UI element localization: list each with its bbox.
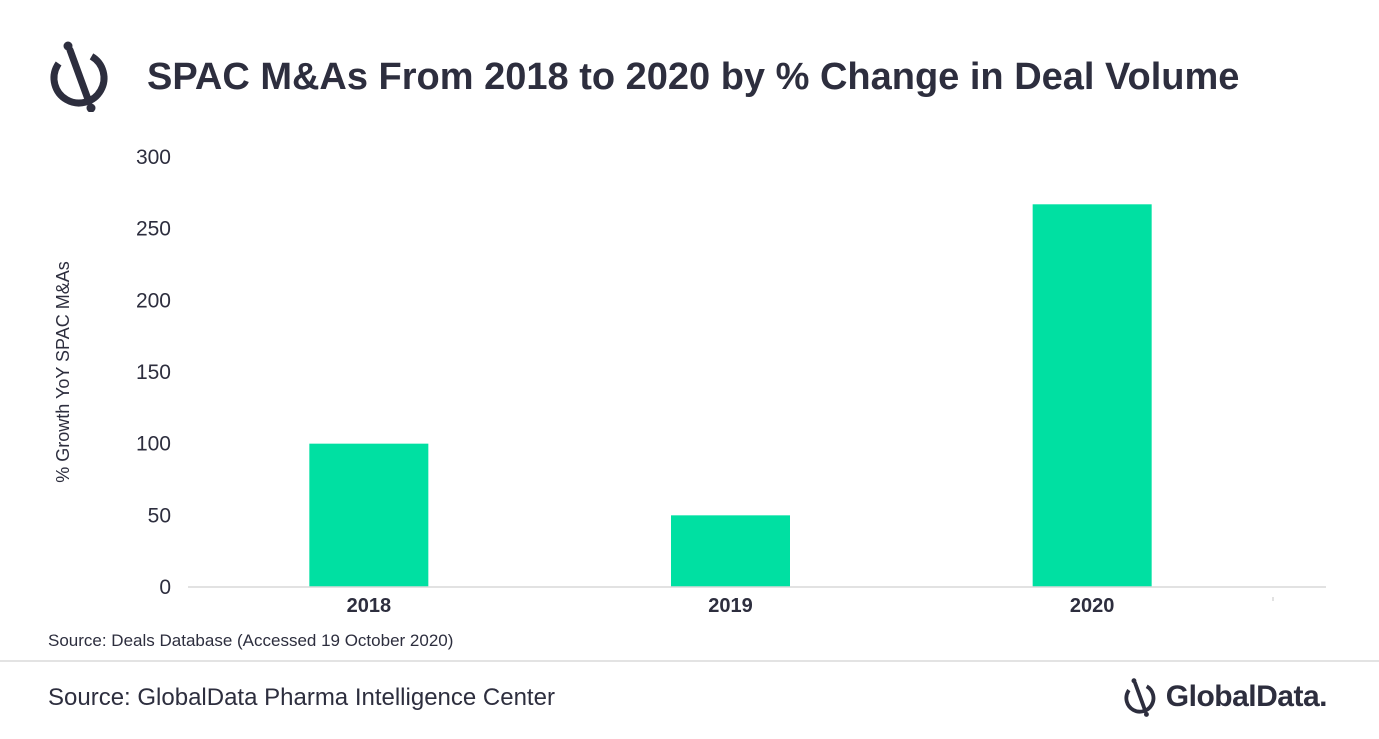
- y-tick-label: 150: [136, 361, 171, 384]
- chart-title: SPAC M&As From 2018 to 2020 by % Change …: [147, 56, 1240, 98]
- footer-source-text: Source: GlobalData Pharma Intelligence C…: [48, 684, 555, 711]
- bar-2019: [671, 515, 790, 587]
- globaldata-logo-icon: [1124, 678, 1156, 717]
- y-tick-label: 200: [136, 289, 171, 312]
- y-tick-label: 0: [159, 576, 171, 599]
- x-category-label: 2019: [708, 595, 753, 617]
- y-tick-label: 300: [136, 146, 171, 169]
- bar-2020: [1032, 204, 1152, 588]
- x-category-label: 2020: [1070, 595, 1115, 617]
- chart-source-note: Source: Deals Database (Accessed 19 Octo…: [48, 631, 454, 650]
- globaldata-logo-icon: [50, 41, 108, 112]
- bar-2018: [309, 443, 429, 587]
- y-tick-label: 50: [148, 504, 171, 527]
- y-tick-label: 250: [136, 218, 171, 241]
- brand-name: GlobalData.: [1165, 680, 1328, 713]
- footer-divider: [0, 660, 1379, 662]
- brand-logo: GlobalData.: [1122, 676, 1328, 718]
- x-category-label: 2018: [347, 595, 392, 617]
- y-axis-title: % Growth YoY SPAC M&As: [53, 261, 73, 482]
- y-tick-label: 100: [136, 433, 171, 456]
